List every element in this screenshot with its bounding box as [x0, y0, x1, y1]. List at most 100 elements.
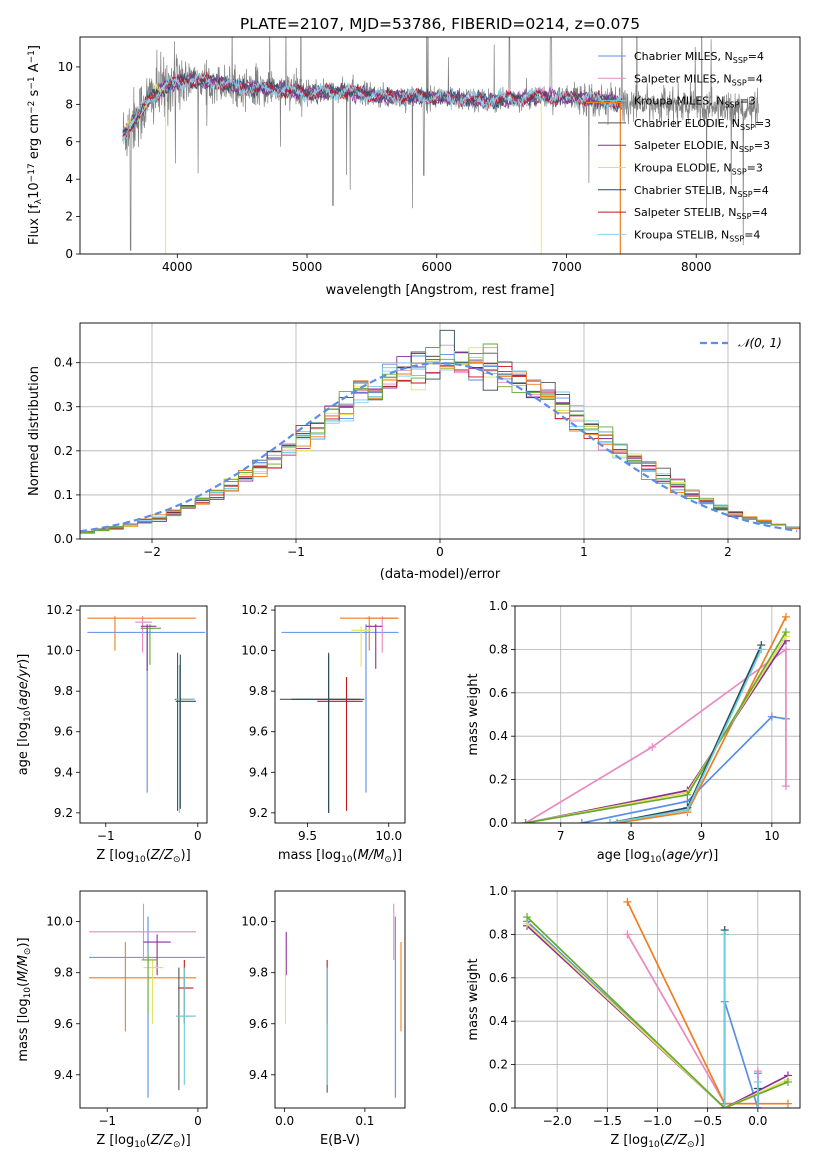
x-axis-label-part: Z [log	[610, 1133, 648, 1148]
x-tick-label: 8	[627, 829, 635, 843]
x-axis-label-part: (	[353, 848, 358, 863]
x-tick-label: 0	[436, 545, 444, 559]
x-axis-label: Z [log10(Z/Z⊙)]	[610, 1133, 704, 1150]
x-axis-label: wavelength [Angstrom, rest frame]	[326, 283, 555, 298]
legend-label-part: SSP	[739, 145, 754, 154]
y-tick-label: 0.8	[489, 927, 508, 941]
x-axis-label-part: )]	[181, 1133, 191, 1148]
legend-label-part: Kroupa MILES, N	[634, 95, 724, 108]
y-tick-label: 9.8	[249, 684, 268, 698]
y-axis-label-part: ]	[27, 45, 42, 50]
legend-label-part: =3	[739, 95, 755, 108]
x-tick-label: −1	[97, 829, 115, 843]
weight-marker	[783, 1077, 792, 1086]
y-axis-label-part: )]	[16, 654, 31, 664]
x-tick-label: 0	[194, 829, 202, 843]
legend-label: Kroupa MILES, NSSP=3	[634, 95, 756, 110]
x-tick-label: 4000	[162, 260, 193, 274]
x-tick-label: 9	[698, 829, 706, 843]
weight-line-3	[525, 640, 787, 823]
weight-marker	[613, 819, 622, 823]
legend-label-part: Salpeter ELODIE, N	[634, 139, 739, 152]
weight-marker	[521, 819, 530, 823]
x-tick-label: −1.5	[593, 1114, 622, 1128]
y-axis-label-part: Flux [f	[27, 204, 42, 245]
plot-area	[122, 37, 759, 254]
x-tick-label: −2.0	[543, 1114, 572, 1128]
y-axis-label-part: erg cm	[27, 114, 42, 163]
x-axis-label-part: )]	[695, 1133, 705, 1148]
x-axis-label-part: (	[146, 848, 151, 863]
x-axis-label-part: E(B-V)	[320, 1133, 360, 1148]
y-tick-label: 1.0	[489, 599, 508, 613]
y-tick-label: 9.8	[249, 966, 268, 980]
weight-marker	[648, 743, 657, 752]
x-tick-label: 9.5	[298, 829, 317, 843]
axes-frame	[274, 890, 406, 1109]
y-tick-label: 0.6	[489, 971, 508, 985]
y-tick-label: 9.4	[249, 765, 268, 779]
legend-label-part: SSP	[736, 212, 751, 221]
legend-label: Chabrier STELIB, NSSP=4	[634, 184, 769, 199]
weight-line-6	[609, 644, 763, 823]
x-axis-label: mass [log10(M/M⊙)]	[278, 848, 402, 865]
model-fit-5	[122, 83, 166, 134]
x-axis-label-part: ⊙	[173, 1140, 181, 1150]
y-tick-label: 9.4	[54, 765, 73, 779]
y-tick-label: 9.2	[54, 806, 73, 820]
weight-marker	[720, 930, 729, 939]
weight-line-5	[525, 631, 787, 823]
weight-marker	[683, 805, 692, 814]
normal-curve	[80, 361, 798, 533]
y-tick-label: 0.0	[54, 532, 73, 546]
legend-label-part: =4	[744, 228, 760, 241]
legend-label-part: =4	[751, 206, 767, 219]
legend-label-part: SSP	[729, 234, 744, 243]
y-tick-label: 0.2	[489, 1058, 508, 1072]
legend-label-part: =4	[748, 50, 764, 63]
legend-label-part: =3	[747, 162, 763, 175]
legend-label-part: SSP	[732, 78, 747, 87]
weight-marker	[720, 1104, 729, 1108]
y-tick-label: 0.8	[489, 642, 508, 656]
x-axis-label-part: )]	[708, 848, 718, 863]
x-axis-label-part: 10	[648, 1140, 660, 1150]
x-axis-label-part: M/M	[358, 848, 385, 863]
y-axis-label: mass weight	[466, 673, 481, 755]
legend-label-part: SSP	[733, 56, 748, 65]
x-axis-label: (data-model)/error	[380, 567, 501, 582]
y-tick-label: 9.4	[249, 1068, 268, 1082]
y-axis-label-part: −17	[27, 163, 37, 182]
weight-line-4	[526, 922, 789, 1108]
legend-label-part: =4	[753, 184, 769, 197]
y-tick-label: 4	[65, 172, 73, 186]
y-tick-label: 0.0	[489, 1101, 508, 1115]
legend-label-part: Salpeter STELIB, N	[634, 206, 736, 219]
axes-frame	[514, 605, 801, 824]
x-axis-label-part: Z/Z	[664, 1133, 688, 1148]
y-tick-label: 8	[65, 97, 73, 111]
y-tick-label: 10.0	[241, 915, 268, 929]
x-axis-label-part: 10	[341, 855, 353, 865]
y-tick-label: 10.0	[46, 915, 73, 929]
legend-label: Salpeter ELODIE, NSSP=3	[634, 139, 770, 154]
x-axis-label-part: 10	[650, 855, 662, 865]
model-fit-4	[122, 73, 623, 134]
y-axis-label-part: (	[16, 982, 31, 987]
x-tick-label: 5000	[292, 260, 323, 274]
y-axis-label: Flux [fλ10−17 erg cm−2 s−1 A−1]	[27, 45, 44, 245]
plot-area	[80, 329, 800, 534]
x-axis-label-part: ⊙	[687, 1140, 695, 1150]
axes-frame	[79, 36, 801, 255]
x-axis-label-part: (	[660, 1133, 665, 1148]
weight-line-0	[581, 715, 787, 823]
spectrum-panel: 4000 5000 6000 7000 8000 0 2 4 6 8 10 Chabrier MILE…	[27, 36, 801, 298]
metallicity-weight-panel: −2.0 −1.5 −1.0 −0.5 0.0 0.0 0.2 0.4 0.6 0.8 1.0 Z […	[466, 884, 801, 1150]
extinction-mass-panel: 0.0 0.1 9.4 9.6 9.8 10.0 E(B-V)	[241, 890, 406, 1148]
legend-label-part: =3	[754, 139, 770, 152]
y-axis-label-part: −1	[27, 76, 37, 89]
legend-label-part: Kroupa ELODIE, N	[634, 162, 732, 175]
x-axis-label-part: )]	[392, 848, 402, 863]
legend-label-part: SSP	[740, 123, 755, 132]
x-axis-label-part: ⊙	[173, 855, 181, 865]
